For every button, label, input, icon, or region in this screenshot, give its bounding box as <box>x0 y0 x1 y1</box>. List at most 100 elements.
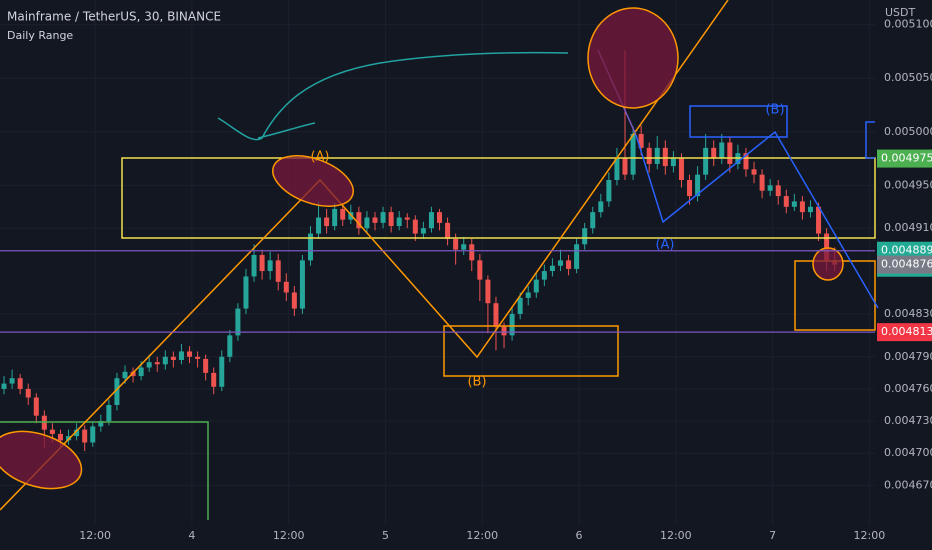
y-tick-label: 0.004700 <box>884 446 932 459</box>
ellipse <box>0 430 83 490</box>
x-tick-label: 12:00 <box>660 529 692 542</box>
blue-wave <box>635 130 879 309</box>
range-box <box>121 157 876 239</box>
y-tick-label: 0.005100 <box>884 18 932 31</box>
x-tick-label: 5 <box>382 529 389 542</box>
candle-body <box>783 196 789 207</box>
y-tick-label: 0.004760 <box>884 382 932 395</box>
candle-body <box>453 238 459 250</box>
candle-body <box>33 397 39 416</box>
x-tick-label: 6 <box>576 529 583 542</box>
x-tick-label: 12:00 <box>273 529 305 542</box>
x-tick-label: 4 <box>188 529 195 542</box>
candle-body <box>404 217 410 220</box>
candle-body <box>574 244 580 269</box>
candle-body <box>388 212 394 227</box>
price-label-box <box>877 241 932 260</box>
price-label-box <box>877 255 932 274</box>
y-tick-label: 0.004670 <box>884 478 932 491</box>
candle-body <box>622 158 628 175</box>
candle-body <box>670 158 676 167</box>
y-tick-label: 0.005050 <box>884 71 932 84</box>
candle-body <box>9 378 15 384</box>
candle-body <box>461 244 467 250</box>
candle-body <box>485 279 491 304</box>
candle-body <box>412 219 418 234</box>
candle-body <box>751 169 757 175</box>
x-tick-label: 7 <box>769 529 776 542</box>
candle-body <box>130 371 136 377</box>
candle-body <box>695 174 701 197</box>
candle-body <box>428 212 434 229</box>
y-tick-label: 0.004830 <box>884 307 932 320</box>
y-tick-label: 0.004730 <box>884 414 932 427</box>
candle-body <box>549 265 555 272</box>
price-label-box <box>877 323 932 342</box>
candle-body <box>509 313 515 336</box>
candle-body <box>291 292 297 309</box>
candle-body <box>501 326 507 336</box>
candle-body <box>364 217 370 229</box>
candle-body <box>606 180 612 202</box>
candle-body <box>66 436 72 441</box>
candle-body <box>687 180 693 197</box>
candle-body <box>445 222 451 239</box>
candle-body <box>49 429 55 434</box>
candle-body <box>195 356 201 359</box>
candle-body <box>662 147 668 167</box>
green-line <box>0 421 209 520</box>
candle-body <box>243 276 249 309</box>
chart-title: Mainframe / TetherUS, 30, BINANCE <box>7 10 221 24</box>
candle-body <box>275 260 281 282</box>
candle-body <box>420 228 426 234</box>
candle-body <box>630 133 636 175</box>
orange-box <box>443 325 619 377</box>
candle-body <box>493 303 499 327</box>
candle-body <box>727 142 733 164</box>
wave-label: (A) <box>655 238 674 253</box>
candle-body <box>122 371 128 379</box>
blue-box <box>865 121 875 159</box>
candle-body <box>74 429 80 437</box>
candle-body <box>340 208 346 220</box>
x-tick-label: 12:00 <box>466 529 498 542</box>
ellipse <box>587 7 679 109</box>
candle-body <box>114 378 120 405</box>
candle-body <box>267 260 273 272</box>
candle-body <box>566 260 572 269</box>
candle-body <box>646 147 652 164</box>
candle-body <box>533 279 539 293</box>
chart-subtitle: Daily Range <box>7 29 73 42</box>
blue-box <box>689 105 788 138</box>
price-label: 0.004876 <box>881 258 932 271</box>
candle-body <box>711 147 717 159</box>
candle-body <box>251 255 257 277</box>
ellipse <box>272 155 354 207</box>
brush <box>217 51 569 141</box>
candle-body <box>211 372 217 387</box>
candle-body <box>1 383 7 389</box>
candle-body <box>219 356 225 387</box>
price-label-box <box>877 149 932 168</box>
candle-body <box>598 201 604 213</box>
candle-body <box>557 260 563 266</box>
price-lines <box>0 250 875 333</box>
candle-body <box>767 185 773 191</box>
candle-body <box>307 233 313 261</box>
x-tick-label: 12:00 <box>854 529 886 542</box>
candle-body <box>791 201 797 207</box>
candle-body <box>146 362 152 368</box>
candle-body <box>178 351 184 360</box>
candle-body <box>316 217 322 234</box>
candle-body <box>90 426 96 443</box>
candle-body <box>759 174 765 191</box>
y-tick-label: 0.005000 <box>884 125 932 138</box>
price-label: 0.004813 <box>881 325 932 338</box>
x-tick-label: 12:00 <box>79 529 111 542</box>
wave-label: (B) <box>467 375 486 390</box>
grid <box>0 0 875 525</box>
candle-body <box>719 142 725 159</box>
candle-body <box>235 308 241 336</box>
brush <box>257 122 316 139</box>
